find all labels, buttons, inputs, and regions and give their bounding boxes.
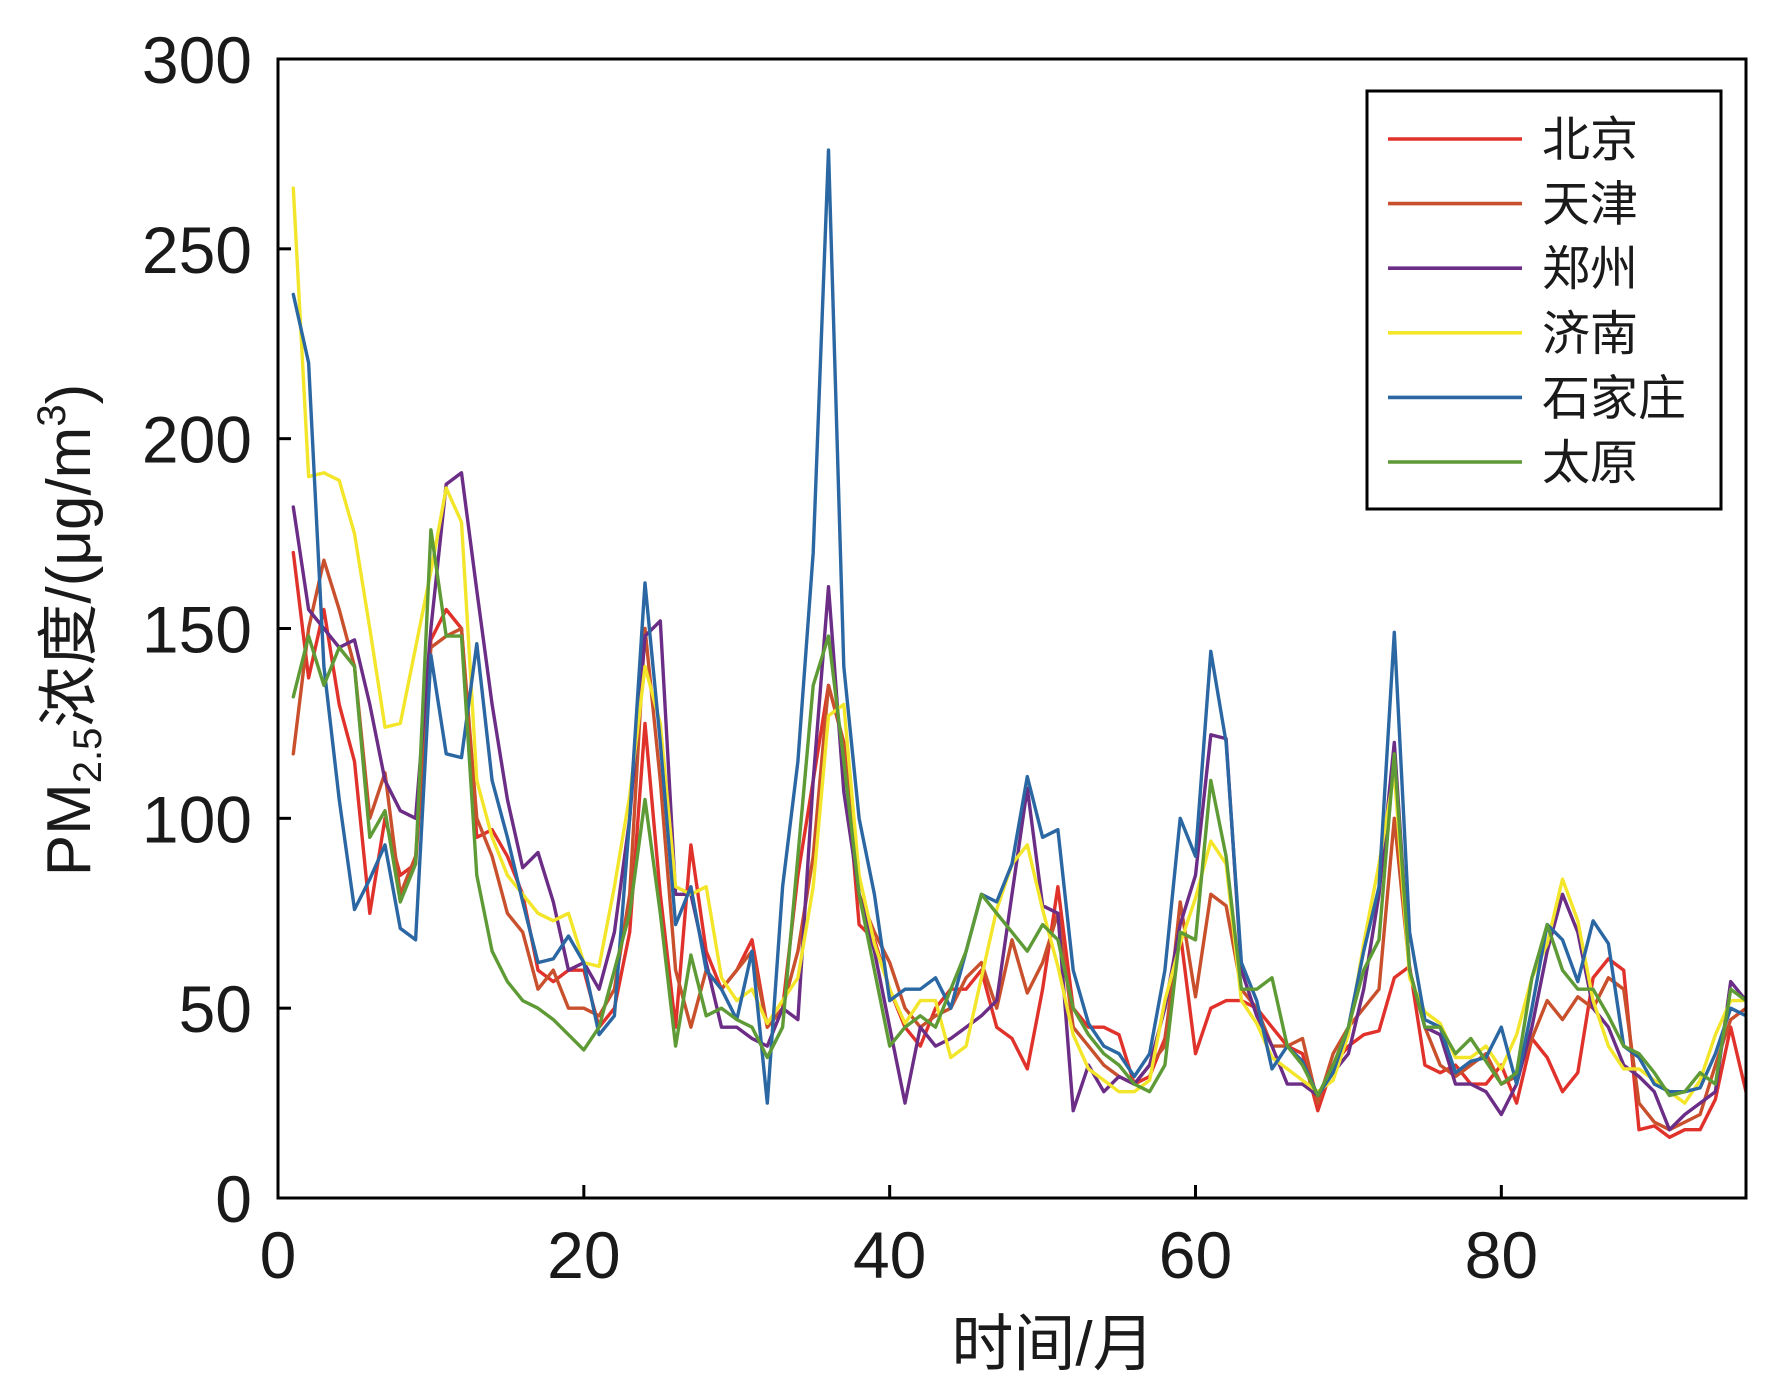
- axis-ticks: [276, 57, 1503, 1200]
- x-tick-label: 0: [260, 1218, 297, 1292]
- y-axis-label: PM2.5浓度/(μg/m3): [30, 384, 110, 876]
- legend-item: 石家庄: [1388, 372, 1686, 425]
- y-axis-label-quantity: PM: [35, 783, 104, 876]
- series-line-3: [291, 471, 1746, 1132]
- series-line-6: [291, 528, 1746, 1098]
- legend-item: 太原: [1388, 437, 1638, 490]
- x-axis-label: 时间/月: [951, 1310, 1154, 1379]
- y-axis-label-close-paren: ): [35, 384, 104, 405]
- x-tick-label: 40: [853, 1218, 926, 1292]
- legend-label: 石家庄: [1542, 372, 1686, 425]
- y-tick-label: 300: [142, 23, 252, 97]
- series-line-5: [291, 148, 1746, 1105]
- legend-label: 郑州: [1542, 243, 1638, 296]
- legend-label: 太原: [1542, 437, 1638, 490]
- legend-box: [1365, 89, 1723, 511]
- y-tick-label: 50: [179, 972, 252, 1046]
- x-tick-label: 80: [1465, 1218, 1538, 1292]
- y-tick-label: 100: [142, 782, 252, 856]
- legend-item: 济南: [1388, 308, 1638, 361]
- legend-item: 郑州: [1388, 243, 1638, 296]
- legend-item: 北京: [1388, 114, 1638, 167]
- y-tick-label: 150: [142, 593, 252, 667]
- y-tick-label: 0: [215, 1162, 252, 1236]
- y-tick-label: 250: [142, 213, 252, 287]
- legend-item: 天津: [1388, 179, 1638, 232]
- legend-label: 济南: [1542, 308, 1638, 361]
- series-layer: [291, 148, 1746, 1139]
- axis-tick-labels: 0 20 40 60 80 0 50 100 150 200 250 300: [142, 23, 1538, 1292]
- y-axis-label-unit: 浓度/(μg/m: [35, 427, 104, 728]
- x-tick-label: 60: [1159, 1218, 1232, 1292]
- y-tick-label: 200: [142, 403, 252, 477]
- y-axis-label-superscript: 3: [30, 404, 74, 426]
- series-line-4: [291, 186, 1746, 1105]
- legend-label: 天津: [1542, 179, 1638, 232]
- y-axis-label-subscript: 2.5: [66, 728, 110, 784]
- x-tick-label: 20: [547, 1218, 620, 1292]
- legend-label: 北京: [1542, 114, 1638, 167]
